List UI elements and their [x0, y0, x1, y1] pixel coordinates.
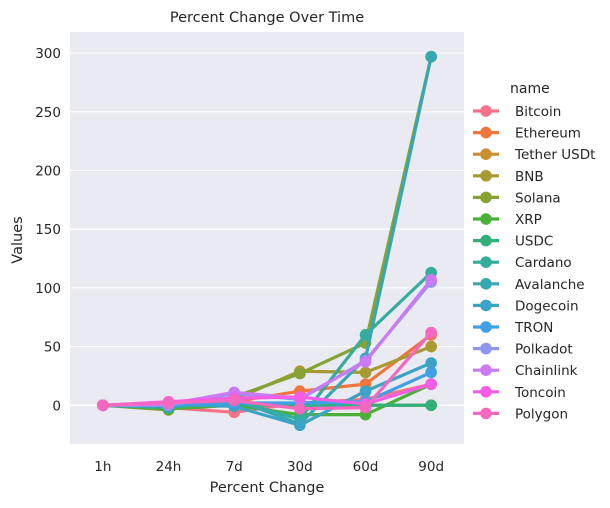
legend-label: Polygon — [515, 406, 568, 422]
legend-item: Bitcoin — [473, 104, 561, 120]
legend-label: Tether USDt — [514, 147, 595, 163]
y-axis-label: Values — [10, 216, 26, 263]
legend-item: Chainlink — [473, 363, 578, 379]
legend: name Bitcoin Ethereum Tether USDt BNB Solana… — [473, 81, 595, 422]
legend-item: Avalanche — [473, 277, 585, 293]
y-tick-label: 250 — [35, 105, 61, 121]
legend-marker — [480, 213, 492, 225]
series-line — [101, 330, 433, 411]
series-layer — [97, 50, 437, 432]
legend-label: TRON — [514, 320, 553, 336]
legend-item: Ethereum — [473, 126, 581, 142]
y-tick-label: 100 — [35, 281, 61, 297]
legend-item: BNB — [473, 169, 544, 185]
legend-marker — [480, 105, 492, 117]
legend-item: XRP — [473, 212, 542, 228]
data-point — [425, 357, 437, 369]
plot-background — [70, 32, 464, 444]
legend-marker — [480, 148, 492, 160]
series-polygon — [97, 326, 437, 415]
legend-item: Toncoin — [473, 385, 566, 401]
legend-label: Bitcoin — [515, 104, 561, 120]
x-tick-label: 24h — [156, 459, 182, 475]
data-point — [228, 394, 240, 407]
grid-lines — [70, 52, 464, 406]
legend-label: Ethereum — [515, 126, 581, 142]
data-point — [425, 366, 437, 379]
legend-marker — [480, 170, 492, 182]
legend-label: USDC — [515, 234, 553, 250]
legend-item: Polkadot — [473, 342, 573, 358]
data-point — [294, 391, 306, 403]
legend-label: Cardano — [515, 255, 572, 271]
data-point — [359, 401, 372, 414]
legend-label: Avalanche — [515, 277, 585, 293]
legend-marker — [480, 256, 492, 269]
legend-item: Cardano — [473, 255, 572, 271]
legend-marker — [480, 321, 492, 333]
legend-label: Chainlink — [515, 363, 578, 379]
data-point — [425, 273, 437, 286]
legend-item: Tether USDt — [473, 147, 595, 163]
legend-marker — [480, 126, 492, 139]
data-point — [425, 326, 437, 339]
legend-label: Dogecoin — [515, 298, 579, 314]
data-point — [359, 356, 372, 368]
legend-marker — [480, 278, 492, 290]
data-point — [359, 366, 372, 379]
data-point — [294, 367, 306, 380]
data-point — [162, 397, 175, 409]
data-point — [425, 50, 437, 63]
x-tick-label: 7d — [226, 459, 243, 475]
data-point — [294, 419, 306, 432]
x-tick-label: 60d — [353, 459, 379, 475]
legend-item: TRON — [473, 320, 553, 336]
x-tick-label: 90d — [418, 459, 444, 475]
x-tick-label: 1h — [94, 459, 111, 475]
y-tick-label: 150 — [35, 222, 61, 238]
legend-item: Dogecoin — [473, 298, 579, 314]
data-point — [425, 378, 437, 390]
y-tick-label: 0 — [52, 398, 61, 414]
legend-marker — [480, 386, 492, 398]
legend-marker — [480, 342, 492, 355]
y-tick-labels: 0 50 100 150 200 250 300 — [35, 46, 61, 414]
data-point — [425, 340, 437, 353]
data-point — [97, 399, 109, 412]
legend-item: USDC — [473, 234, 553, 250]
legend-marker — [480, 234, 492, 247]
chart-title: Percent Change Over Time — [170, 10, 364, 26]
legend-label: XRP — [515, 212, 542, 228]
x-tick-labels: 1h 24h 7d 30d 60d 90d — [94, 459, 444, 475]
legend-item: Polygon — [473, 406, 568, 422]
legend-marker — [480, 407, 492, 420]
legend-marker — [480, 191, 492, 204]
y-tick-label: 300 — [35, 46, 61, 62]
legend-label: Toncoin — [514, 385, 566, 401]
legend-marker — [480, 299, 492, 312]
legend-label: Polkadot — [515, 342, 573, 358]
legend-marker — [480, 364, 492, 377]
legend-title: name — [510, 81, 550, 97]
legend-label: Solana — [515, 190, 561, 206]
data-point — [294, 402, 306, 415]
data-point — [359, 385, 372, 397]
legend-item: Solana — [473, 190, 561, 206]
x-axis-label: Percent Change — [210, 480, 325, 496]
data-point — [425, 399, 437, 412]
y-tick-label: 200 — [35, 164, 61, 180]
x-tick-label: 30d — [287, 459, 313, 475]
y-tick-label: 50 — [44, 340, 61, 356]
legend-label: BNB — [515, 169, 544, 185]
